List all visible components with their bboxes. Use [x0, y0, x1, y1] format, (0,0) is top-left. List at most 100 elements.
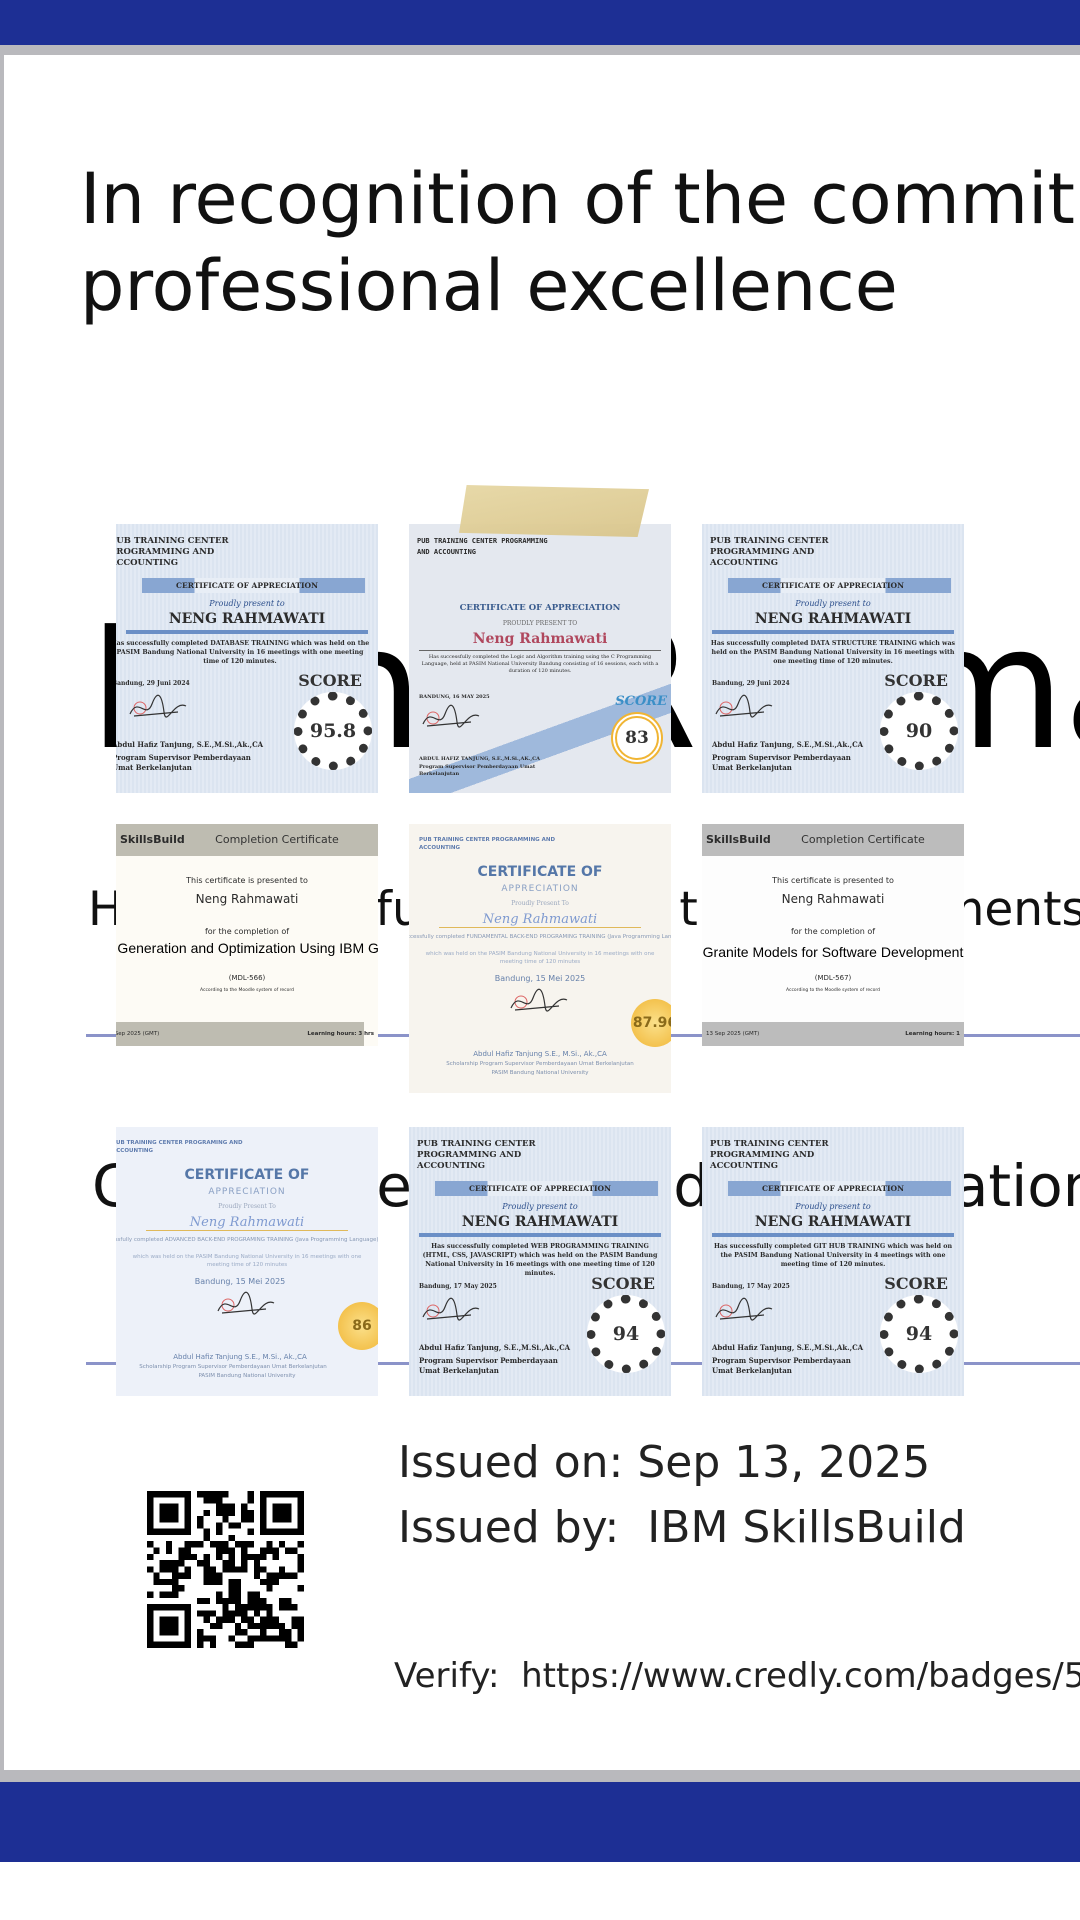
desc: has successfully completed FUNDAMENTAL B…: [409, 934, 671, 940]
date: Bandung, 29 Juni 2024: [116, 680, 190, 687]
headline: In recognition of the commitment to achi…: [80, 158, 1080, 240]
score-label: SCORE: [884, 1274, 948, 1293]
tagline: Proudly Present To: [218, 1203, 276, 1210]
hours: Learning hours: 1: [905, 1031, 960, 1037]
score-label: SCORE: [884, 671, 948, 690]
name: NENG RAHMAWATI: [712, 1214, 954, 1237]
course: Code Generation and Optimization Using I…: [116, 940, 378, 956]
signer: ABDUL HAFIZ TANJUNG, S.E.,M.Si.,AK.,CA: [419, 756, 541, 762]
org: PUB TRAINING CENTER PROGRAMMING AND ACCO…: [419, 837, 556, 851]
for: for the completion of: [790, 927, 876, 936]
score: 87.96: [631, 999, 671, 1047]
code: (MDL-567): [814, 974, 852, 982]
brand: SkillsBuild: [116, 824, 378, 856]
tagline: Proudly Present To: [511, 900, 569, 907]
heading: Completion Certificate: [215, 833, 339, 846]
org: PUB TRAINING CENTER PROGRAMMING AND ACCO…: [417, 537, 548, 556]
held: which was held on the PASIM Bandung Nati…: [425, 951, 655, 965]
role: Program Supervisor Pemberdayaan Umat Ber…: [116, 753, 251, 772]
date: BANDUNG, 16 MAY 2025: [419, 694, 490, 700]
heading: CERTIFICATE OF: [477, 864, 603, 880]
signature: [217, 1291, 275, 1315]
brand: SkillsBuild: [702, 824, 964, 856]
signature: [715, 694, 773, 718]
date: Bandung, 17 May 2025: [712, 1283, 790, 1290]
sub: APPRECIATION: [501, 884, 579, 894]
name: NENG RAHMAWATI: [712, 611, 954, 634]
name: Neng Rahmawati: [195, 892, 299, 906]
signer: Abdul Hafiz Tanjung S.E., M.Si., Ak.,CA: [173, 1353, 307, 1361]
signature: [510, 988, 568, 1012]
presented: This certificate is presented to: [772, 876, 894, 885]
score: 90: [880, 692, 958, 770]
signature: [422, 1297, 480, 1321]
score-label: SCORE: [298, 671, 362, 690]
issued-on: Issued on: Sep 13, 2025: [398, 1437, 930, 1488]
name: NENG RAHMAWATI: [126, 611, 368, 634]
role: Program Supervisor Pemberdayaan Umat Ber…: [419, 1356, 558, 1375]
certificate-thumbnail: SkillsBuild Completion Certificate This ce…: [702, 824, 964, 1046]
tagline: Proudly present to: [795, 1202, 871, 1211]
course: Granite Models for Software Development: [702, 944, 964, 960]
tagline: Proudly present to: [795, 599, 871, 608]
desc: Has successfully completed WEB PROGRAMMI…: [422, 1243, 658, 1277]
bottom-bar: [0, 1782, 1080, 1862]
value: Sep 13, 2025: [637, 1437, 931, 1488]
date: Bandung, 29 Juni 2024: [712, 680, 790, 687]
signature: [715, 1297, 773, 1321]
label: Issued on:: [398, 1437, 624, 1488]
signer: Abdul Hafiz Tanjung, S.E.,M.Si.,Ak.,CA: [419, 1343, 571, 1352]
date: Bandung, 15 Mei 2025: [194, 1277, 286, 1286]
signature: [129, 694, 187, 718]
date: Bandung, 15 Mei 2025: [494, 974, 586, 983]
org: PUB TRAINING CENTER PROGRAMMING AND ACCO…: [417, 1139, 536, 1171]
univ: PASIM Bandung National University: [198, 1373, 296, 1379]
date: 13 Sep 2025 (GMT): [702, 1022, 964, 1046]
label: Issued by:: [398, 1502, 620, 1553]
score: 94: [880, 1295, 958, 1373]
certificate-thumbnail: PUB TRAINING CENTER PROGRAMMING AND ACCO…: [409, 824, 671, 1093]
name: Neng Rahmawati: [419, 631, 661, 651]
heading: Completion Certificate: [801, 833, 925, 846]
signer: Abdul Hafiz Tanjung, S.E.,M.Si.,Ak.,CA: [116, 740, 264, 749]
top-bar: [0, 0, 1080, 45]
certificate-thumbnail: PUB TRAINING CENTER PROGRAMMING AND ACCO…: [702, 1127, 964, 1396]
record: According to the Moodle system of record: [785, 988, 881, 993]
heading: CERTIFICATE OF APPRECIATION: [702, 1181, 964, 1196]
record: According to the Moodle system of record: [199, 988, 295, 993]
heading: CERTIFICATE OF APPRECIATION: [409, 1181, 671, 1196]
score: 83: [611, 712, 663, 764]
hours: Learning hours: 3 hrs: [307, 1031, 374, 1037]
signer: Abdul Hafiz Tanjung S.E., M.Si., Ak.,CA: [473, 1050, 607, 1058]
univ: PASIM Bandung National University: [491, 1070, 589, 1076]
role: Program Supervisor Pemberdayaan Umat Ber…: [712, 753, 851, 772]
top-border: [0, 45, 1080, 55]
tagline: Proudly present to: [502, 1202, 578, 1211]
score-label: SCORE: [591, 1274, 655, 1293]
date: Bandung, 17 May 2025: [419, 1283, 497, 1290]
desc: has successfully completed ADVANCED BACK…: [116, 1237, 378, 1243]
url[interactable]: https://www.credly.com/badges/5dd3d2: [521, 1656, 1080, 1696]
role: Program Supervisor Pemberdayaan Umat Ber…: [712, 1356, 851, 1375]
certificate-thumbnail: PUB TRAINING CENTER PROGRAMING AND ACCOU…: [116, 1127, 378, 1396]
heading: CERTIFICATE OF APPRECIATION: [116, 578, 378, 593]
role: Scholarship Program Supervisor Pemberday…: [446, 1061, 634, 1067]
desc: Has successfully completed DATA STRUCTUR…: [710, 640, 956, 665]
sub: APPRECIATION: [208, 1187, 286, 1197]
tape: [459, 485, 649, 537]
name: Neng Rahmawati: [146, 1215, 348, 1231]
heading: CERTIFICATE OF APPRECIATION: [702, 578, 964, 593]
held: which was held on the PASIM Bandung Nati…: [132, 1254, 362, 1268]
org: PUB TRAINING CENTER PROGRAMMING AND ACCO…: [116, 536, 229, 568]
certificate-thumbnail: PUB TRAINING CENTER PROGRAMMING AND ACCO…: [116, 524, 378, 793]
for: for the completion of: [204, 927, 290, 936]
score: 95.8: [294, 692, 372, 770]
presented: This certificate is presented to: [186, 876, 308, 885]
label: Verify:: [394, 1656, 500, 1696]
signer: Abdul Hafiz Tanjung, S.E.,M.Si.,Ak.,CA: [712, 1343, 864, 1352]
certificate-thumbnail: PUB TRAINING CENTER PROGRAMMING AND ACCO…: [409, 1127, 671, 1396]
signer: Abdul Hafiz Tanjung, S.E.,M.Si.,Ak.,CA: [712, 740, 864, 749]
tagline: Proudly present to: [209, 599, 285, 608]
qr-code: [147, 1491, 304, 1648]
